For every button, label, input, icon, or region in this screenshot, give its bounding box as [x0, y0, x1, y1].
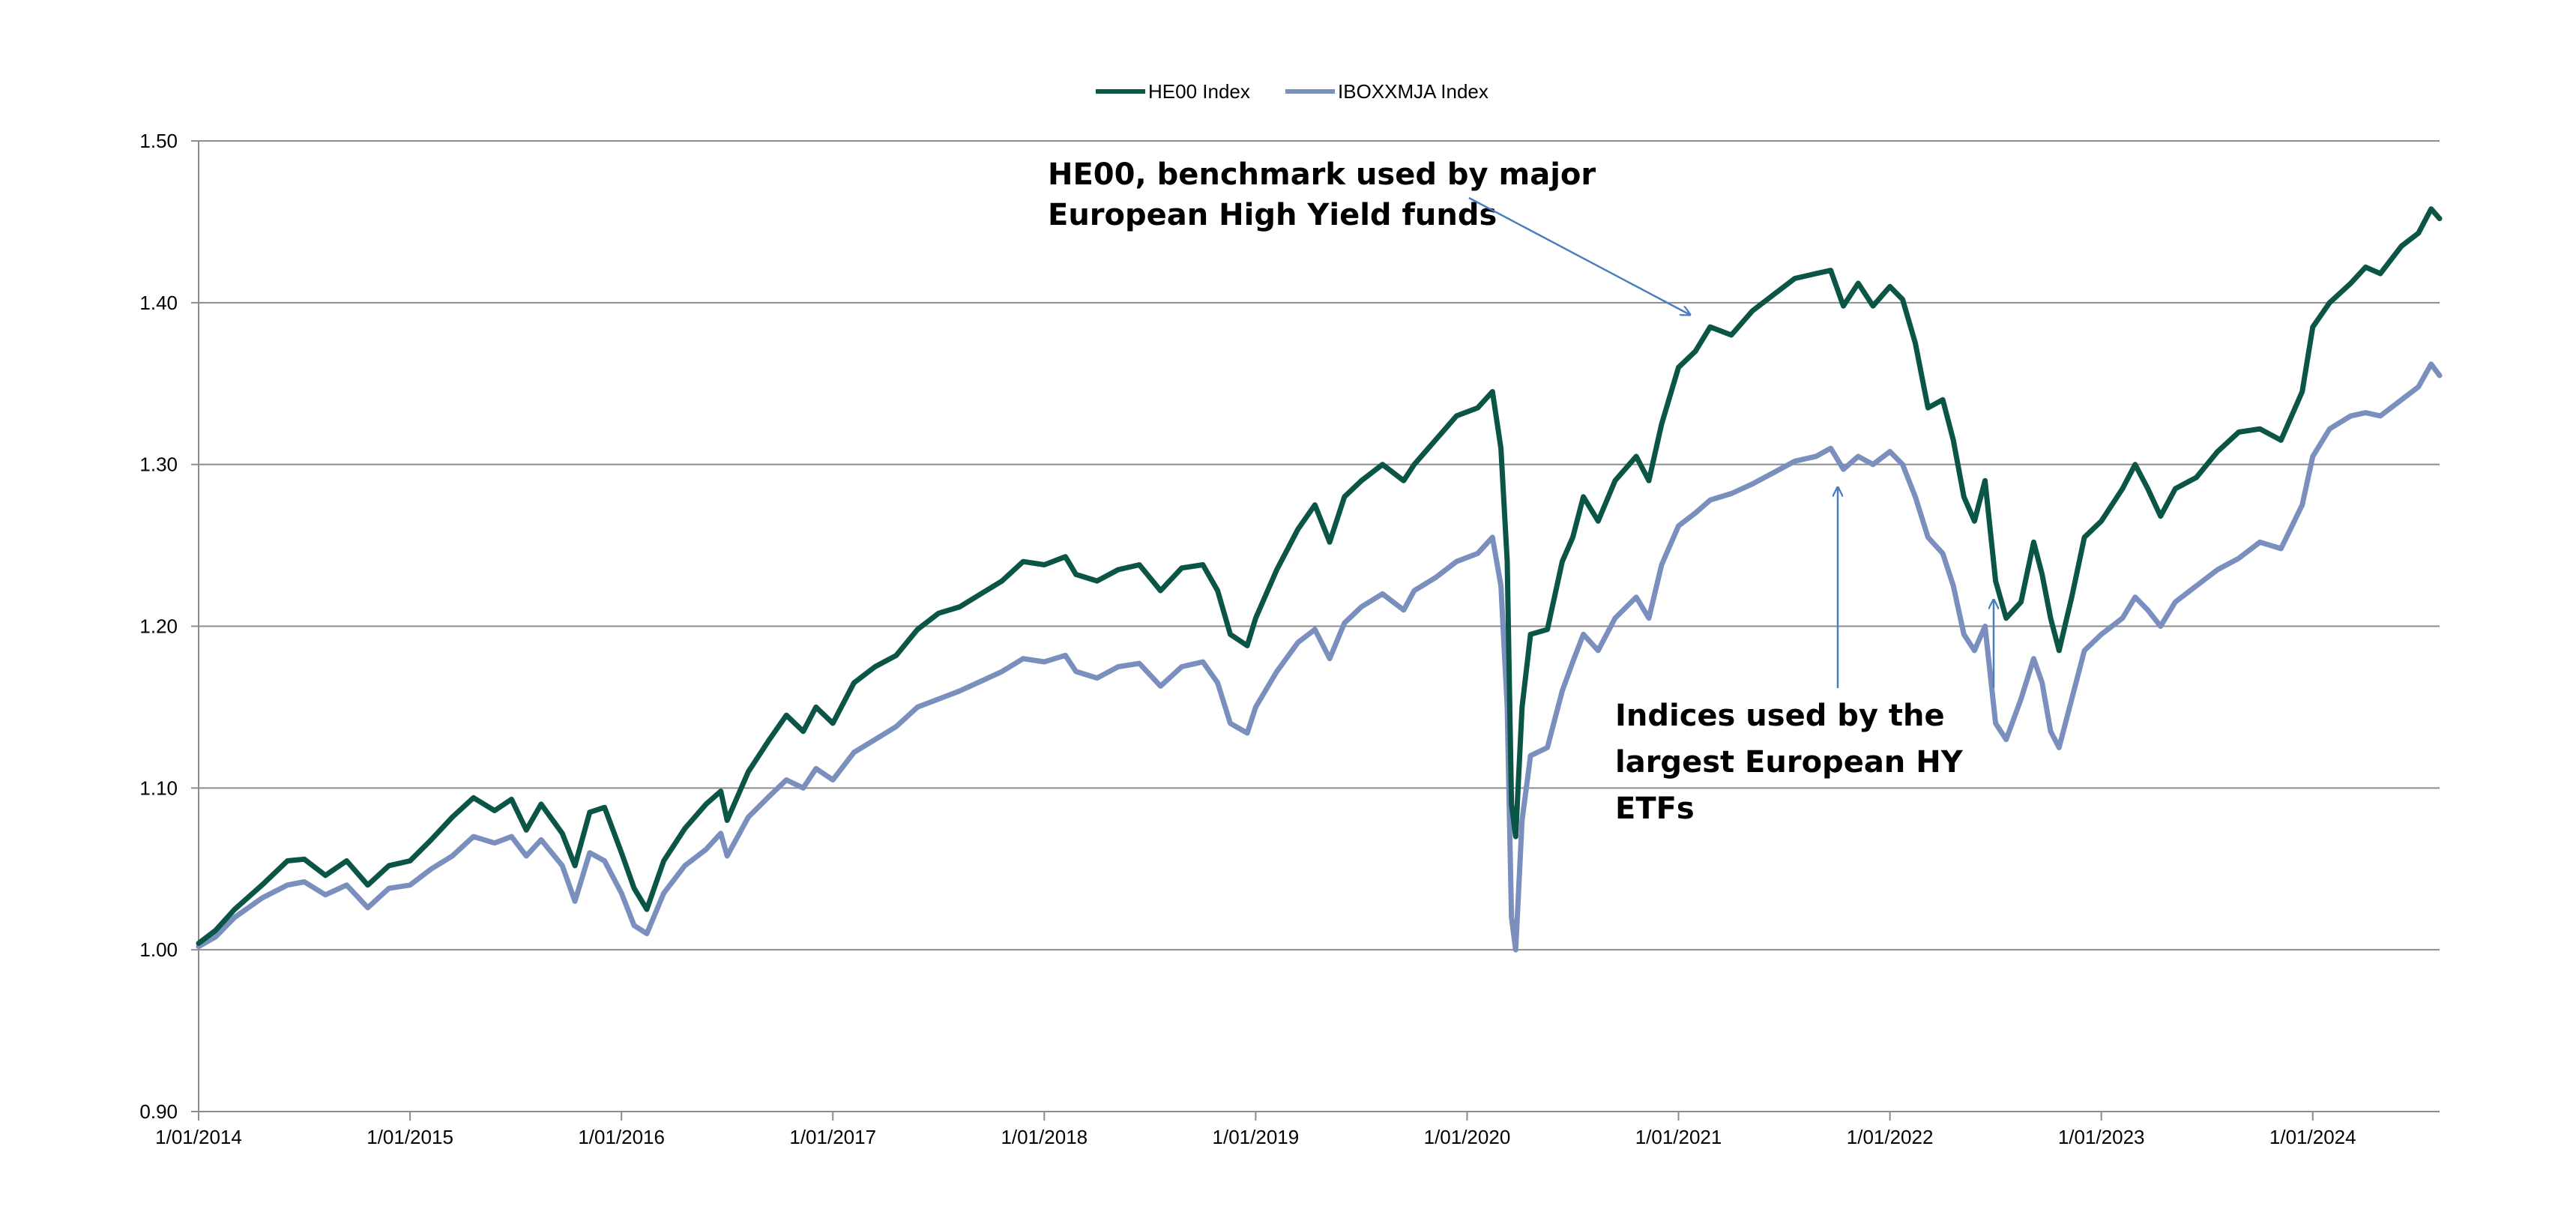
annotation-etf-line-1: Indices used by the — [1615, 699, 1945, 733]
series-line-he00 — [196, 206, 2443, 946]
x-tick-label: 1/01/2017 — [789, 1126, 876, 1148]
x-tick-label: 1/01/2019 — [1213, 1126, 1300, 1148]
annotation-he00: HE00, benchmark used by major European H… — [1048, 157, 1690, 315]
y-tick-label: 1.30 — [139, 453, 178, 476]
y-tick-label: 1.50 — [139, 130, 178, 152]
x-tick-label: 1/01/2021 — [1635, 1126, 1722, 1148]
series-lines — [196, 206, 2443, 953]
x-tick-label: 1/01/2022 — [1847, 1126, 1934, 1148]
annotation-etf: Indices used by the largest European HY … — [1615, 487, 1994, 826]
x-tick-label: 1/01/2020 — [1424, 1126, 1511, 1148]
annotation-he00-line-2: European High Yield funds — [1048, 198, 1497, 232]
gridlines — [199, 140, 2440, 951]
y-tick-label: 0.90 — [139, 1100, 178, 1123]
y-tick-label: 1.10 — [139, 777, 178, 799]
x-tick-labels: 1/01/2014 1/01/2015 1/01/2016 1/01/2017 1/01… — [155, 1126, 2356, 1148]
x-tick-label: 1/01/2014 — [155, 1126, 242, 1148]
y-tick-labels: 0.90 1.00 1.10 1.20 1.30 1.40 1.50 — [139, 130, 178, 1123]
x-tick-label: 1/01/2015 — [367, 1126, 453, 1148]
series-line-iboxxmja — [196, 361, 2443, 953]
legend-label-iboxxmja: IBOXXMJA Index — [1338, 80, 1488, 103]
y-tick-label: 1.20 — [139, 615, 178, 638]
annotation-he00-arrow — [1468, 196, 1690, 315]
y-tick-label: 1.00 — [139, 938, 178, 961]
legend: HE00 Index IBOXXMJA Index — [1096, 80, 1488, 103]
annotation-he00-line-1: HE00, benchmark used by major — [1048, 157, 1596, 192]
annotation-etf-line-3: ETFs — [1615, 792, 1695, 826]
x-tick-label: 1/01/2018 — [1001, 1126, 1088, 1148]
x-tick-label: 1/01/2016 — [578, 1126, 665, 1148]
x-tick-label: 1/01/2023 — [2058, 1126, 2145, 1148]
axes — [191, 140, 2440, 1121]
legend-label-he00: HE00 Index — [1148, 80, 1250, 103]
annotation-etf-line-2: largest European HY — [1615, 745, 1964, 780]
y-tick-label: 1.40 — [139, 292, 178, 314]
x-tick-label: 1/01/2024 — [2269, 1126, 2356, 1148]
